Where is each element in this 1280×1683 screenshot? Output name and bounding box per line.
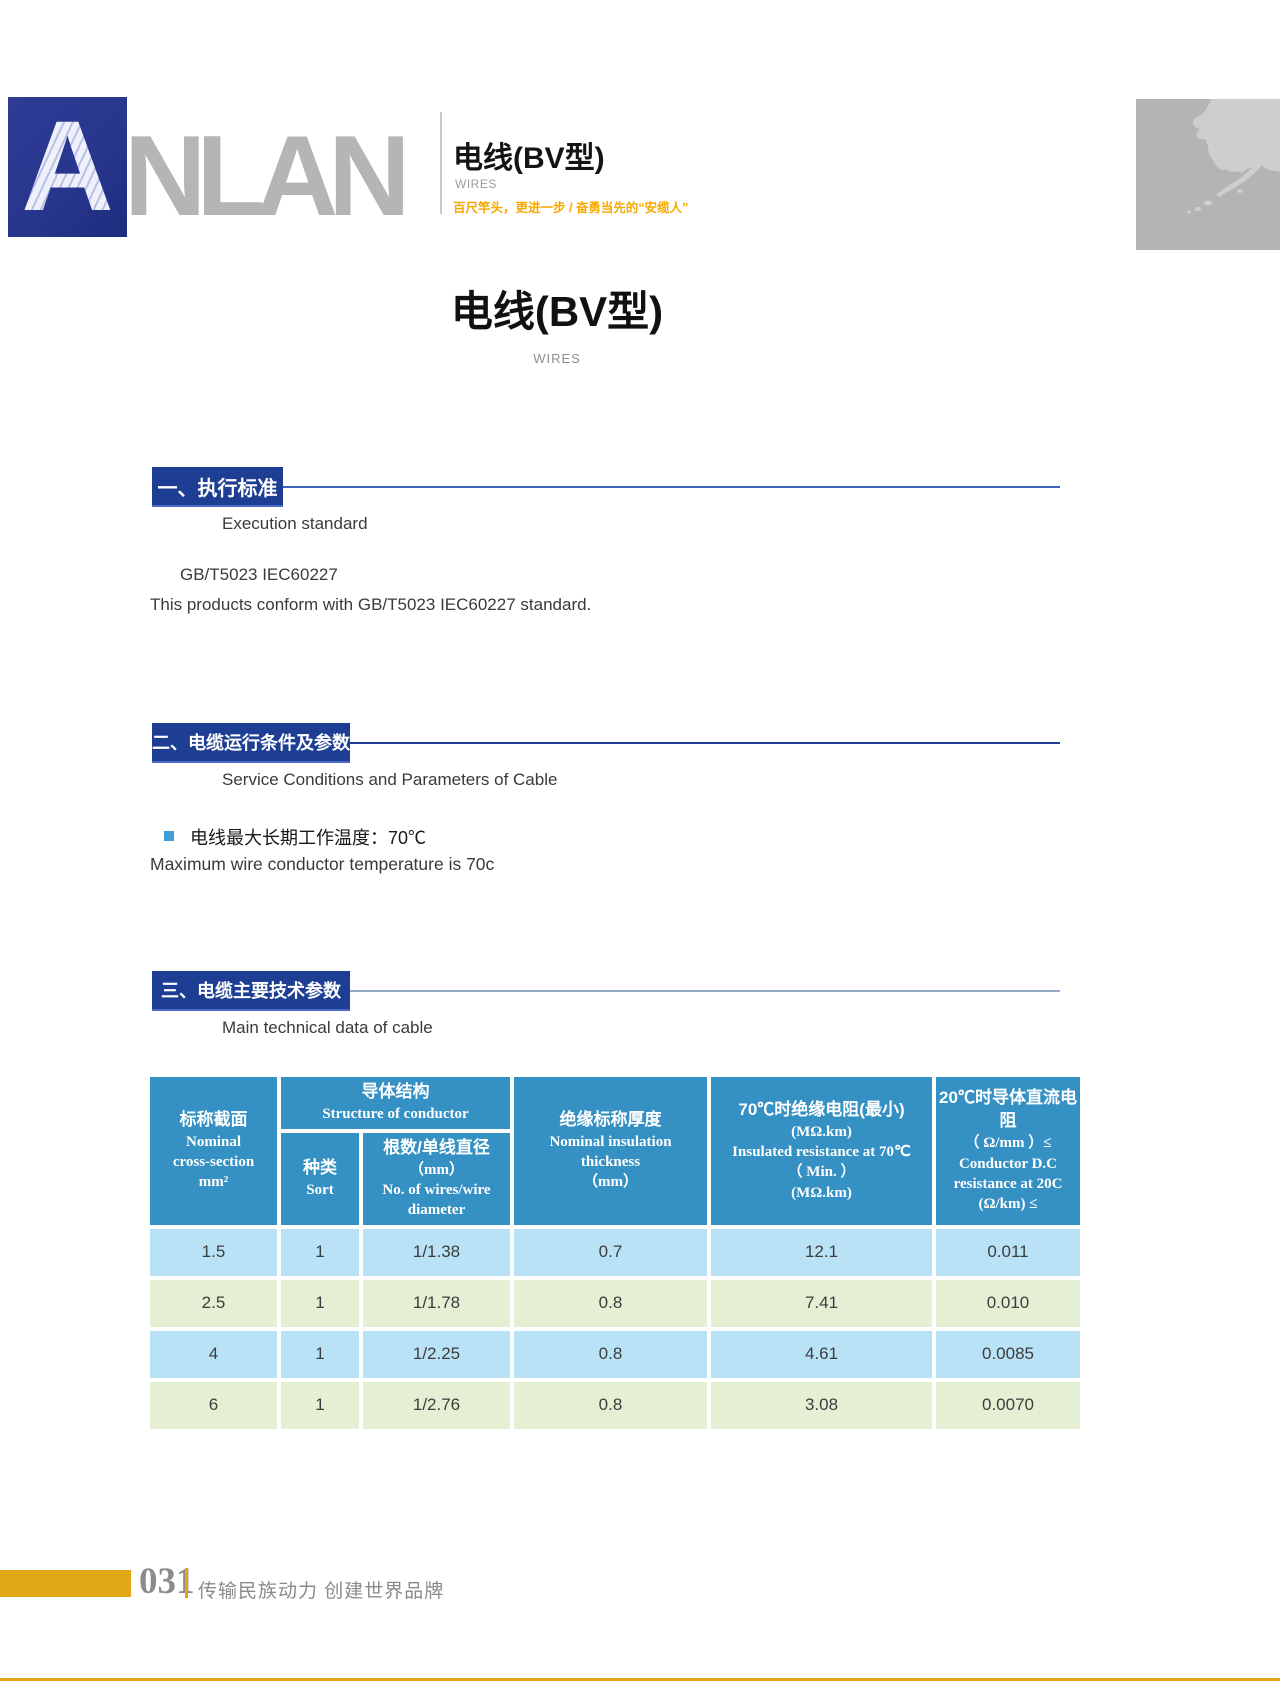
table-row: 2.5 1 1/1.78 0.8 7.41 0.010 (150, 1279, 1080, 1327)
footer-gold-bar (0, 1570, 131, 1597)
section-2-bullet-zh: 电线最大长期工作温度：70℃ (190, 828, 427, 848)
technical-data-table: 标称截面 Nominal cross-section mm² 导体结构 Stru… (146, 1073, 1084, 1433)
header-dc-resistance: 20℃时导体直流电阻 （ Ω/mm ）≤ Conductor D.C resis… (936, 1077, 1080, 1225)
section-1-heading: 一、执行标准 (152, 467, 283, 507)
section-3-heading: 三、电缆主要技术参数 (152, 971, 350, 1011)
anlan-logo: A (8, 97, 127, 237)
page-title-block: 电线(BV型) WIRES (0, 278, 1114, 366)
bullet-square-icon (164, 831, 174, 841)
header-structure-of-conductor: 导体结构 Structure of conductor (281, 1077, 510, 1129)
header-nominal-cross-section: 标称截面 Nominal cross-section mm² (150, 1077, 277, 1225)
page-title: 电线(BV型) (450, 288, 664, 335)
masthead-product-title: 电线(BV型) (453, 142, 605, 175)
masthead-product-subtitle: WIRES (455, 177, 497, 191)
footer-divider (185, 1568, 188, 1598)
section-1-rule (283, 486, 1060, 488)
section-3-subheading: Main technical data of cable (222, 1018, 433, 1037)
header-insulated-resistance: 70℃时绝缘电阻(最小) (MΩ.km) Insulated resistanc… (711, 1077, 932, 1225)
corner-photo (1136, 99, 1280, 250)
bottom-gold-line (0, 1678, 1280, 1681)
section-1-standard-note: This products conform with GB/T5023 IEC6… (150, 595, 592, 614)
logo-letter-a: A (21, 95, 114, 238)
footer-slogan: 传输民族动力 创建世界品牌 (198, 1581, 445, 1602)
section-2-subheading: Service Conditions and Parameters of Cab… (222, 770, 558, 789)
table-row: 4 1 1/2.25 0.8 4.61 0.0085 (150, 1330, 1080, 1378)
header-wires-diameter: 根数/单线直径 （mm） No. of wires/wire diameter (363, 1133, 510, 1225)
section-2-rule (350, 742, 1060, 744)
masthead-tagline: 百尺竿头，更进一步 / 奋勇当先的“安缆人” (453, 201, 689, 215)
section-1-standard-codes: GB/T5023 IEC60227 (180, 565, 338, 584)
section-2-heading: 二、电缆运行条件及参数 (152, 723, 350, 763)
masthead-divider (440, 112, 442, 214)
section-3-rule (350, 990, 1060, 992)
table-row: 1.5 1 1/1.38 0.7 12.1 0.011 (150, 1228, 1080, 1276)
header-insulation-thickness: 绝缘标称厚度 Nominal insulation thickness （mm） (514, 1077, 707, 1225)
logo-letters-nlan: NLAN (124, 113, 411, 240)
table-row: 6 1 1/2.76 0.8 3.08 0.0070 (150, 1381, 1080, 1429)
page-subtitle: WIRES (533, 351, 581, 366)
section-1-subheading: Execution standard (222, 514, 368, 533)
header-sort: 种类 Sort (281, 1133, 359, 1225)
section-2-bullet-en: Maximum wire conductor temperature is 70… (150, 854, 495, 874)
alaska-map-silhouette (1187, 99, 1280, 214)
